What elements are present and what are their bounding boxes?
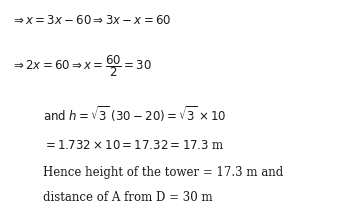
Text: $\Rightarrow x = 3x - 60 \Rightarrow 3x - x = 60$: $\Rightarrow x = 3x - 60 \Rightarrow 3x … bbox=[11, 14, 171, 27]
Text: $\Rightarrow 2x = 60 \Rightarrow x = \dfrac{60}{2} = 30$: $\Rightarrow 2x = 60 \Rightarrow x = \df… bbox=[11, 54, 152, 79]
Text: $= 1.732 \times 10 = 17.32 = 17.3$ m: $= 1.732 \times 10 = 17.32 = 17.3$ m bbox=[43, 139, 225, 152]
Text: distance of A from D = 30 m: distance of A from D = 30 m bbox=[43, 191, 213, 204]
Text: $\mathrm{and}\; h = \sqrt{3}\; (30 - 20) = \sqrt{3} \times 10$: $\mathrm{and}\; h = \sqrt{3}\; (30 - 20)… bbox=[43, 105, 227, 124]
Text: Hence height of the tower = 17.3 m and: Hence height of the tower = 17.3 m and bbox=[43, 166, 284, 179]
